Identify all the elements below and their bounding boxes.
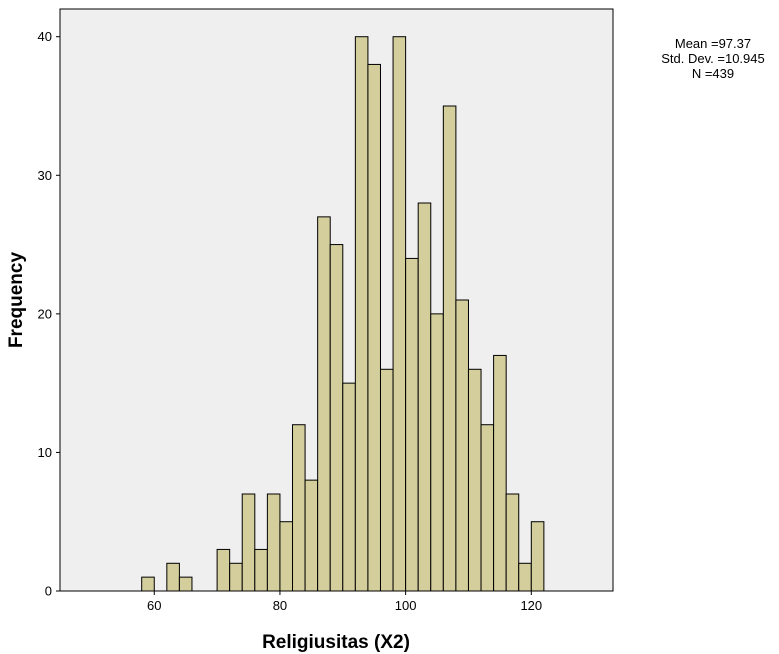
histogram-bar — [330, 245, 343, 591]
histogram-bar — [431, 314, 444, 591]
y-tick-label: 40 — [38, 29, 52, 44]
histogram-bar — [267, 494, 280, 591]
histogram-bar — [255, 549, 268, 591]
histogram-bar — [179, 577, 192, 591]
histogram-bar — [481, 425, 494, 591]
histogram-bar — [506, 494, 519, 591]
y-tick-label: 10 — [38, 445, 52, 460]
y-tick-label: 30 — [38, 168, 52, 183]
histogram-bar — [305, 480, 318, 591]
histogram-bar — [293, 425, 306, 591]
histogram-bar — [142, 577, 155, 591]
histogram-bar — [393, 37, 406, 591]
histogram-bar — [368, 64, 381, 591]
x-tick-label: 80 — [273, 598, 287, 613]
histogram-bar — [167, 563, 180, 591]
histogram-bar — [280, 522, 293, 591]
histogram-bar — [456, 300, 469, 591]
stat-mean: Mean =97.37 — [675, 36, 751, 51]
histogram-bar — [519, 563, 532, 591]
histogram-bar — [242, 494, 255, 591]
stats-box: Mean =97.37 Std. Dev. =10.945 N =439 — [661, 36, 764, 81]
histogram-bar — [468, 369, 481, 591]
y-axis-title: Frequency — [6, 252, 27, 349]
x-axis-title: Religiusitas (X2) — [262, 632, 410, 653]
stat-n: N =439 — [692, 66, 734, 81]
histogram-bar — [494, 355, 507, 591]
histogram-bar — [380, 369, 393, 591]
histogram-bar — [318, 217, 331, 591]
histogram-bar — [230, 563, 243, 591]
x-tick-label: 100 — [395, 598, 417, 613]
histogram-bar — [531, 522, 544, 591]
stat-std-dev: Std. Dev. =10.945 — [661, 51, 764, 66]
histogram-bar — [418, 203, 431, 591]
histogram-bar — [343, 383, 356, 591]
histogram-bar — [443, 106, 456, 591]
x-tick-label: 60 — [147, 598, 161, 613]
histogram-bar — [406, 258, 419, 591]
histogram-bar — [355, 37, 368, 591]
histogram-bar — [217, 549, 230, 591]
y-tick-label: 0 — [45, 584, 52, 599]
x-tick-label: 120 — [520, 598, 542, 613]
y-tick-label: 20 — [38, 306, 52, 321]
